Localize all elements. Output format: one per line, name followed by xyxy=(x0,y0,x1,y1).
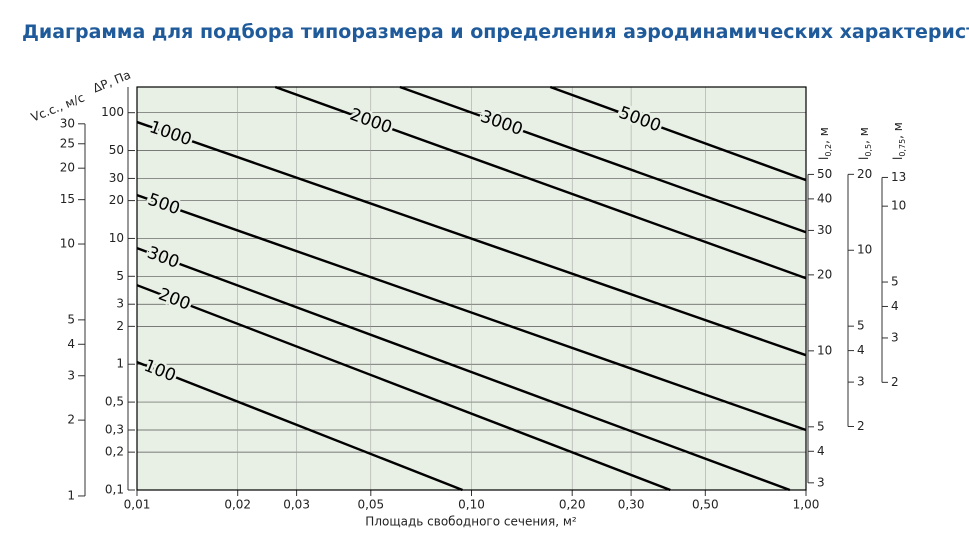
flow-line xyxy=(136,360,463,492)
axis-tick-label: 2 xyxy=(891,375,899,389)
axis-tick-label: 10 xyxy=(891,199,906,213)
axis-title-sub: 0,75 xyxy=(898,139,907,157)
flow-line xyxy=(274,85,807,280)
x-tick-label: 0,50 xyxy=(692,498,719,512)
axis-tick-label: 13 xyxy=(891,170,906,184)
y-tick-label: 0,3 xyxy=(105,422,124,436)
x-tick-label: 0,05 xyxy=(357,498,384,512)
y-tick-label: 10 xyxy=(109,231,124,245)
y-tick-label: 3 xyxy=(116,297,124,311)
plot-border xyxy=(136,86,807,491)
y-tick-label: 0,5 xyxy=(105,395,124,409)
axis-tick-label: 25 xyxy=(60,136,75,150)
axis-title-sub: 0,5 xyxy=(864,144,873,157)
axis-tick-label: 2 xyxy=(857,419,865,433)
axis-tick-label: 3 xyxy=(891,330,899,344)
axis-title-unit: , м xyxy=(891,122,905,139)
y-tick-label: 1 xyxy=(116,357,124,371)
y-tick-label: 100 xyxy=(101,105,124,119)
axis-tick-label: 30 xyxy=(60,116,75,130)
axis-tick-label: 4 xyxy=(857,343,865,357)
axis-tick-label: 40 xyxy=(817,191,832,205)
axis-tick-label: 10 xyxy=(60,237,75,251)
y-tick-label: 20 xyxy=(109,193,124,207)
axis-tick-label: 5 xyxy=(67,312,75,326)
x-tick-label: 0,01 xyxy=(124,498,151,512)
x-tick-label: 0,10 xyxy=(458,498,485,512)
axis-tick-label: 15 xyxy=(60,192,75,206)
y-tick-label: 0,2 xyxy=(105,445,124,459)
x-tick-label: 0,30 xyxy=(618,498,645,512)
flow-line xyxy=(136,194,807,432)
axis-tick-label: 5 xyxy=(857,319,865,333)
y-tick-label: 5 xyxy=(116,269,124,283)
x-axis-label: Площадь свободного сечения, м² xyxy=(365,515,577,529)
axis-tick-label: 20 xyxy=(60,161,75,175)
flow-line xyxy=(399,85,807,234)
axis-tick-label: 3 xyxy=(857,375,865,389)
axis-tick-label: 20 xyxy=(857,167,872,181)
y-tick-label: 2 xyxy=(116,319,124,333)
axis-tick-label: 20 xyxy=(817,267,832,281)
axis-tick-label: 5 xyxy=(891,275,899,289)
flow-line xyxy=(136,284,671,492)
axis-tick-label: 2 xyxy=(67,413,75,427)
axis-tick-label: 50 xyxy=(817,167,832,181)
axis-title-unit: , м xyxy=(857,127,871,144)
axis-title-main: l xyxy=(857,157,871,160)
y-tick-label: 30 xyxy=(109,171,124,185)
flow-line xyxy=(136,120,807,357)
axis-tick-label: 10 xyxy=(817,343,832,357)
axis-tick-label: 4 xyxy=(817,444,825,458)
axis-tick-label: 4 xyxy=(67,337,75,351)
axis-title-main: l xyxy=(817,157,831,160)
y-tick-label: 50 xyxy=(109,143,124,157)
axis-title: l0,75, м xyxy=(891,122,907,160)
chart-title: Диаграмма для подбора типоразмера и опре… xyxy=(22,21,969,43)
axis-title: l0,2, м xyxy=(817,127,833,160)
axis-tick-label: 4 xyxy=(891,299,899,313)
x-tick-label: 0,20 xyxy=(559,498,586,512)
y-axis-label: ΔP, Па xyxy=(91,68,133,96)
axis-tick-label: 3 xyxy=(817,475,825,489)
axis-tick-label: 10 xyxy=(857,243,872,257)
axis-title-sub: 0,2 xyxy=(824,144,833,157)
axis-title-main: l xyxy=(891,157,905,160)
axis-title: Vc.c., м/с xyxy=(29,90,86,124)
y-tick-label: 0,1 xyxy=(105,483,124,497)
x-tick-label: 0,03 xyxy=(283,498,310,512)
x-tick-label: 1,00 xyxy=(793,498,820,512)
axis-tick-label: 1 xyxy=(67,488,75,502)
x-tick-label: 0,02 xyxy=(224,498,251,512)
axis-tick-label: 3 xyxy=(67,368,75,382)
flow-line xyxy=(136,247,791,492)
axis-title-unit: , м xyxy=(817,127,831,144)
flow-line xyxy=(549,85,807,182)
axis-tick-label: 30 xyxy=(817,223,832,237)
axis-tick-label: 5 xyxy=(817,419,825,433)
axis-title: l0,5, м xyxy=(857,127,873,160)
